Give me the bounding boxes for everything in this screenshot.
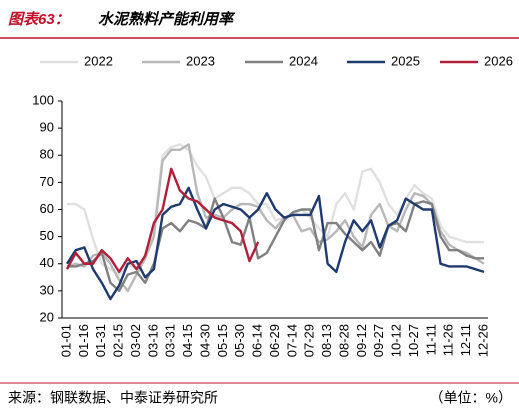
y-tick-label: 20 [40, 309, 54, 324]
y-tick-label: 40 [40, 255, 54, 270]
line-series [67, 197, 484, 293]
x-tick-label: 05-30 [232, 324, 247, 357]
legend-label: 2023 [186, 53, 215, 68]
x-tick-label: 02-15 [111, 324, 126, 357]
x-tick-label: 07-29 [302, 324, 317, 357]
legend-label: 2026 [484, 53, 513, 68]
y-tick-label: 50 [40, 228, 54, 243]
x-tick-label: 01-01 [58, 324, 73, 357]
unit: （单位：%） [430, 390, 512, 406]
source: 来源：钢联数据、中泰证券研究所 [8, 390, 218, 406]
x-tick-label: 09-27 [371, 324, 386, 357]
x-tick-label: 03-31 [163, 324, 178, 357]
line-series [65, 186, 485, 301]
figure-label: 图表63： [8, 11, 70, 28]
x-tick-label: 04-15 [180, 324, 195, 357]
chart-title: 水泥熟料产能利用率 [98, 10, 236, 28]
x-tick-label: 01-31 [93, 324, 108, 357]
x-tick-label: 06-29 [267, 324, 282, 357]
x-tick-label: 05-15 [215, 324, 230, 357]
x-tick-label: 10-27 [406, 324, 421, 357]
x-tick-label: 10-12 [389, 324, 404, 357]
x-tick-label: 03-16 [145, 324, 160, 357]
legend-label: 2022 [84, 53, 113, 68]
y-tick-label: 100 [32, 92, 54, 107]
y-tick-label: 70 [40, 174, 54, 189]
x-tick-label: 07-14 [284, 324, 299, 357]
x-tick-label: 09-12 [354, 324, 369, 357]
x-tick-label: 03-02 [128, 324, 143, 357]
line-series [65, 167, 260, 274]
x-tick-label: 01-16 [76, 324, 91, 357]
y-tick-label: 80 [40, 147, 54, 162]
x-tick-label: 08-13 [319, 324, 334, 357]
line-series [66, 143, 485, 293]
x-tick-label: 11-11 [423, 324, 438, 355]
x-tick-label: 11-26 [441, 324, 456, 356]
x-tick-label: 06-14 [250, 324, 265, 357]
y-tick-label: 30 [40, 282, 54, 297]
x-tick-label: 04-30 [197, 324, 212, 357]
x-tick-label: 12-11 [458, 324, 473, 356]
legend-label: 2025 [391, 53, 420, 68]
y-tick-label: 90 [40, 120, 54, 135]
x-tick-label: 12-26 [475, 324, 490, 357]
y-tick-label: 60 [40, 201, 54, 216]
legend-label: 2024 [289, 53, 318, 68]
x-tick-label: 08-28 [336, 324, 351, 357]
